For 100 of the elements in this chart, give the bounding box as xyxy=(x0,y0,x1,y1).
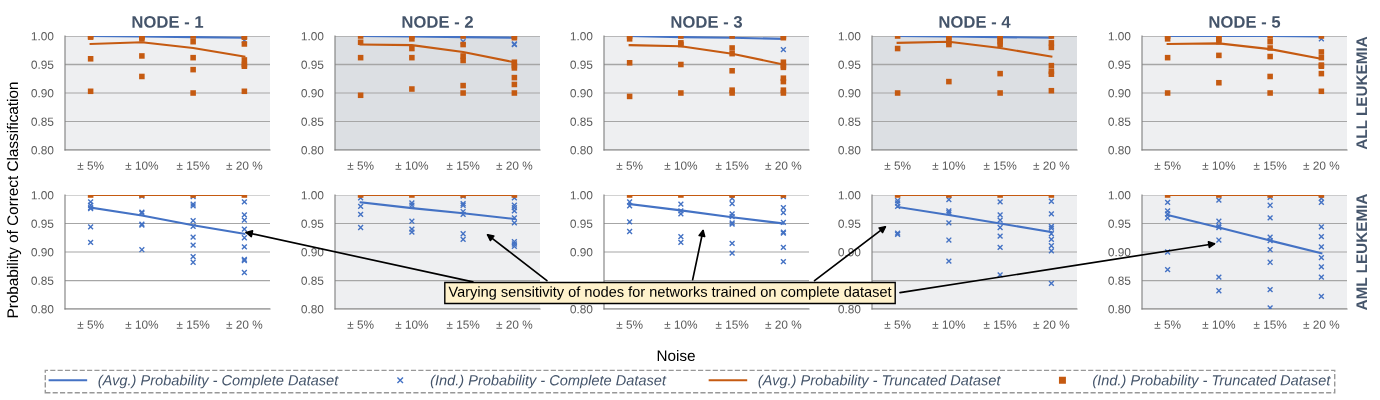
y-tick-label: 1.00 xyxy=(570,32,593,41)
y-tick-label: 0.95 xyxy=(1108,219,1131,228)
y-axis-title: Probability of Correct Classification xyxy=(6,82,22,318)
y-tick-label: 0.85 xyxy=(31,117,54,126)
chart-title: NODE - 2 xyxy=(402,16,473,28)
x-tick-label: ± 15% xyxy=(983,320,1017,329)
y-tick-label: 0.80 xyxy=(570,146,593,155)
y-tick-label: 0.85 xyxy=(1108,117,1131,126)
chart-title: NODE - 4 xyxy=(939,16,1011,28)
y-tick-label: 0.90 xyxy=(31,89,54,98)
chart-title: NODE - 1 xyxy=(132,16,204,28)
x-tick-label: ± 15% xyxy=(176,320,210,329)
y-tick-label: 0.95 xyxy=(31,219,54,228)
y-tick-label: 0.95 xyxy=(570,60,593,69)
x-tick-label: ± 5% xyxy=(347,161,374,170)
y-tick-label: 0.90 xyxy=(1108,248,1131,257)
y-tick-label: 0.85 xyxy=(1108,276,1131,285)
x-tick-label: ± 20 % xyxy=(226,320,263,329)
y-tick-label: 0.80 xyxy=(1108,305,1131,314)
x-tick-label: ± 10% xyxy=(1202,161,1236,170)
y-tick-label: 0.90 xyxy=(570,248,593,257)
y-tick-label: 1.00 xyxy=(1108,32,1131,41)
x-tick-label: ± 15% xyxy=(1253,320,1287,329)
y-tick-label: 0.85 xyxy=(301,117,324,126)
x-tick-label: ± 5% xyxy=(884,320,911,329)
chart-title: NODE - 5 xyxy=(1209,16,1281,28)
x-tick-label: ± 5% xyxy=(77,161,104,170)
y-tick-label: 0.80 xyxy=(31,146,54,155)
x-tick-label: ± 10% xyxy=(664,161,698,170)
y-tick-label: 0.80 xyxy=(301,146,324,155)
x-tick-label: ± 10% xyxy=(932,320,966,329)
x-tick-label: ± 10% xyxy=(664,320,698,329)
x-tick-label: ± 20 % xyxy=(1033,320,1070,329)
y-tick-label: 0.80 xyxy=(1108,146,1131,155)
y-tick-label: 0.95 xyxy=(31,60,54,69)
x-tick-label: ± 15% xyxy=(1253,161,1287,170)
y-tick-label: 0.90 xyxy=(838,89,861,98)
y-tick-label: 1.00 xyxy=(570,191,593,200)
y-tick-label: 0.80 xyxy=(301,305,324,314)
x-tick-label: ± 5% xyxy=(1154,161,1181,170)
x-tick-label: ± 20 % xyxy=(765,320,802,329)
y-tick-label: 0.85 xyxy=(31,276,54,285)
x-tick-label: ± 15% xyxy=(446,161,480,170)
x-tick-label: ± 15% xyxy=(715,320,749,329)
legend-label: (Ind.) Probability - Complete Dataset xyxy=(430,374,667,389)
y-tick-label: 1.00 xyxy=(1108,191,1131,200)
y-tick-label: 0.95 xyxy=(301,60,324,69)
x-tick-label: ± 20 % xyxy=(1303,320,1340,329)
x-tick-label: ± 10% xyxy=(395,161,429,170)
x-tick-label: ± 10% xyxy=(1202,320,1236,329)
y-tick-label: 0.95 xyxy=(838,60,861,69)
x-tick-label: ± 15% xyxy=(983,161,1017,170)
x-tick-label: ± 15% xyxy=(715,161,749,170)
y2-axis-title: AML LEUKEMIA xyxy=(1356,193,1368,311)
x-tick-label: ± 10% xyxy=(395,320,429,329)
y-tick-label: 0.95 xyxy=(570,219,593,228)
legend-label: (Ind.) Probability - Truncated Dataset xyxy=(1093,374,1331,389)
x-tick-label: ± 5% xyxy=(1154,320,1181,329)
x-tick-label: ± 5% xyxy=(77,320,104,329)
x-tick-label: ± 10% xyxy=(125,161,159,170)
annotation: Varying sensitivity of nodes for networks trained on complete dataset xyxy=(448,286,892,300)
y-tick-label: 0.85 xyxy=(570,117,593,126)
y-tick-label: 0.95 xyxy=(1108,60,1131,69)
x-tick-label: ± 15% xyxy=(446,320,480,329)
y-tick-label: 1.00 xyxy=(838,32,861,41)
x-tick-label: ± 5% xyxy=(347,320,374,329)
x-tick-label: ± 20 % xyxy=(765,161,802,170)
y-tick-label: 0.90 xyxy=(301,89,324,98)
y-tick-label: 0.95 xyxy=(301,219,324,228)
y-tick-label: 0.80 xyxy=(838,146,861,155)
y-tick-label: 0.80 xyxy=(838,305,861,314)
x-tick-label: ± 20 % xyxy=(496,320,533,329)
y-tick-label: 0.85 xyxy=(301,276,324,285)
y-tick-label: 1.00 xyxy=(301,32,324,41)
y-tick-label: 1.00 xyxy=(838,191,861,200)
y-tick-label: 1.00 xyxy=(31,191,54,200)
x-tick-label: ± 10% xyxy=(932,161,966,170)
y2-axis-title: ALL LEUKEMIA xyxy=(1356,36,1368,150)
y-tick-label: 0.85 xyxy=(838,117,861,126)
y-tick-label: 0.80 xyxy=(31,305,54,314)
x-tick-label: ± 20 % xyxy=(1033,161,1070,170)
y-tick-label: 0.80 xyxy=(570,305,593,314)
x-tick-label: ± 10% xyxy=(125,320,159,329)
y-tick-label: 0.90 xyxy=(1108,89,1131,98)
y-tick-label: 0.90 xyxy=(31,248,54,257)
y-tick-label: 1.00 xyxy=(31,32,54,41)
legend-label: (Avg.) Probability - Truncated Dataset xyxy=(758,374,1001,389)
x-tick-label: ± 20 % xyxy=(1303,161,1340,170)
x-axis-title: Noise xyxy=(657,349,695,362)
chart-title: NODE - 3 xyxy=(671,16,743,28)
x-tick-label: ± 5% xyxy=(616,161,643,170)
x-tick-label: ± 20 % xyxy=(496,161,533,170)
legend-label: (Avg.) Probability - Complete Dataset xyxy=(98,374,339,389)
y-tick-label: 0.90 xyxy=(570,89,593,98)
x-tick-label: ± 5% xyxy=(884,161,911,170)
y-tick-label: 0.95 xyxy=(838,219,861,228)
x-tick-label: ± 5% xyxy=(616,320,643,329)
y-tick-label: 1.00 xyxy=(301,191,324,200)
x-tick-label: ± 20 % xyxy=(226,161,263,170)
x-tick-label: ± 15% xyxy=(176,161,210,170)
